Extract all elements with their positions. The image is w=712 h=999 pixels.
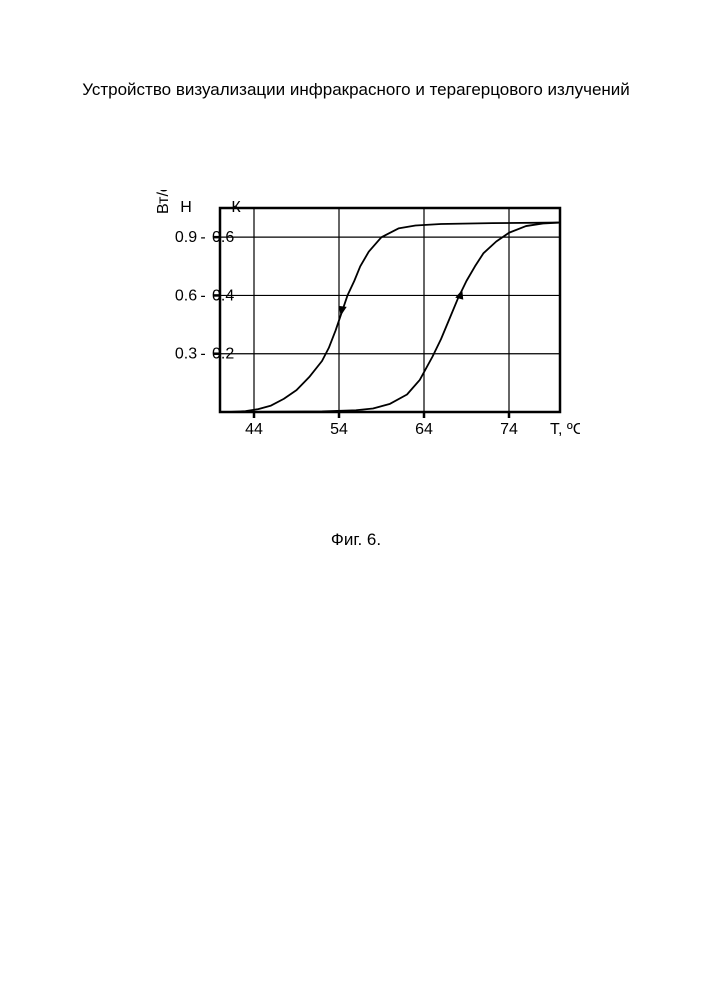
svg-text:Н: Н bbox=[180, 199, 192, 216]
svg-text:-: - bbox=[200, 229, 205, 246]
svg-text:0.4: 0.4 bbox=[212, 287, 234, 304]
svg-text:-: - bbox=[200, 287, 205, 304]
svg-text:64: 64 bbox=[415, 421, 433, 438]
figure-caption: Фиг. 6. bbox=[0, 530, 712, 550]
svg-text:0.9: 0.9 bbox=[175, 229, 197, 246]
svg-text:74: 74 bbox=[500, 421, 518, 438]
svg-text:Вт/см²: Вт/см² bbox=[155, 190, 172, 214]
svg-text:0.3: 0.3 bbox=[175, 346, 197, 363]
svg-text:44: 44 bbox=[245, 421, 263, 438]
svg-text:-: - bbox=[200, 346, 205, 363]
svg-text:0.6: 0.6 bbox=[175, 287, 197, 304]
svg-text:54: 54 bbox=[330, 421, 348, 438]
page-title: Устройство визуализации инфракрасного и … bbox=[0, 80, 712, 100]
svg-text:К: К bbox=[231, 199, 241, 216]
svg-text:0.6: 0.6 bbox=[212, 229, 234, 246]
svg-text:T, ºC: T, ºC bbox=[550, 421, 580, 438]
hysteresis-chart: 445464740.3-0.6-0.9-Вт/см²T, ºCНК0.20.40… bbox=[140, 190, 580, 455]
svg-text:0.2: 0.2 bbox=[212, 346, 234, 363]
